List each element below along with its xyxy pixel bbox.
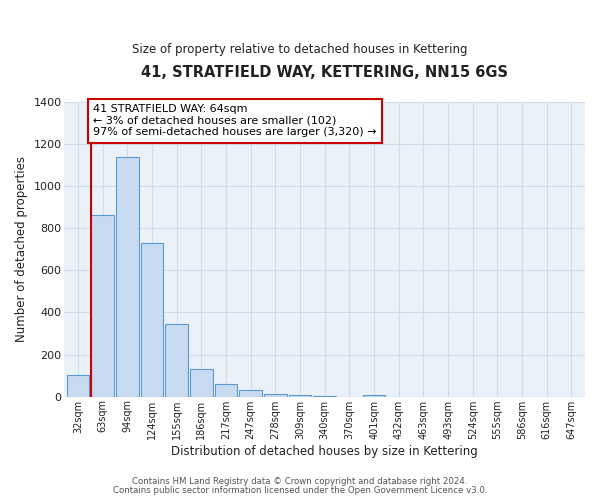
Text: 41 STRATFIELD WAY: 64sqm
← 3% of detached houses are smaller (102)
97% of semi-d: 41 STRATFIELD WAY: 64sqm ← 3% of detache…	[94, 104, 377, 138]
Text: Size of property relative to detached houses in Kettering: Size of property relative to detached ho…	[132, 42, 468, 56]
Bar	[91, 214, 114, 396]
Bar	[116, 156, 139, 396]
Title: 41, STRATFIELD WAY, KETTERING, NN15 6GS: 41, STRATFIELD WAY, KETTERING, NN15 6GS	[141, 65, 508, 80]
Bar	[215, 384, 238, 396]
Bar	[166, 324, 188, 396]
X-axis label: Distribution of detached houses by size in Kettering: Distribution of detached houses by size …	[172, 444, 478, 458]
Bar	[140, 243, 163, 396]
Y-axis label: Number of detached properties: Number of detached properties	[15, 156, 28, 342]
Bar	[239, 390, 262, 396]
Bar	[67, 374, 89, 396]
Bar	[363, 395, 385, 396]
Bar	[190, 370, 213, 396]
Text: Contains HM Land Registry data © Crown copyright and database right 2024.: Contains HM Land Registry data © Crown c…	[132, 477, 468, 486]
Bar	[264, 394, 287, 396]
Bar	[289, 394, 311, 396]
Text: Contains public sector information licensed under the Open Government Licence v3: Contains public sector information licen…	[113, 486, 487, 495]
